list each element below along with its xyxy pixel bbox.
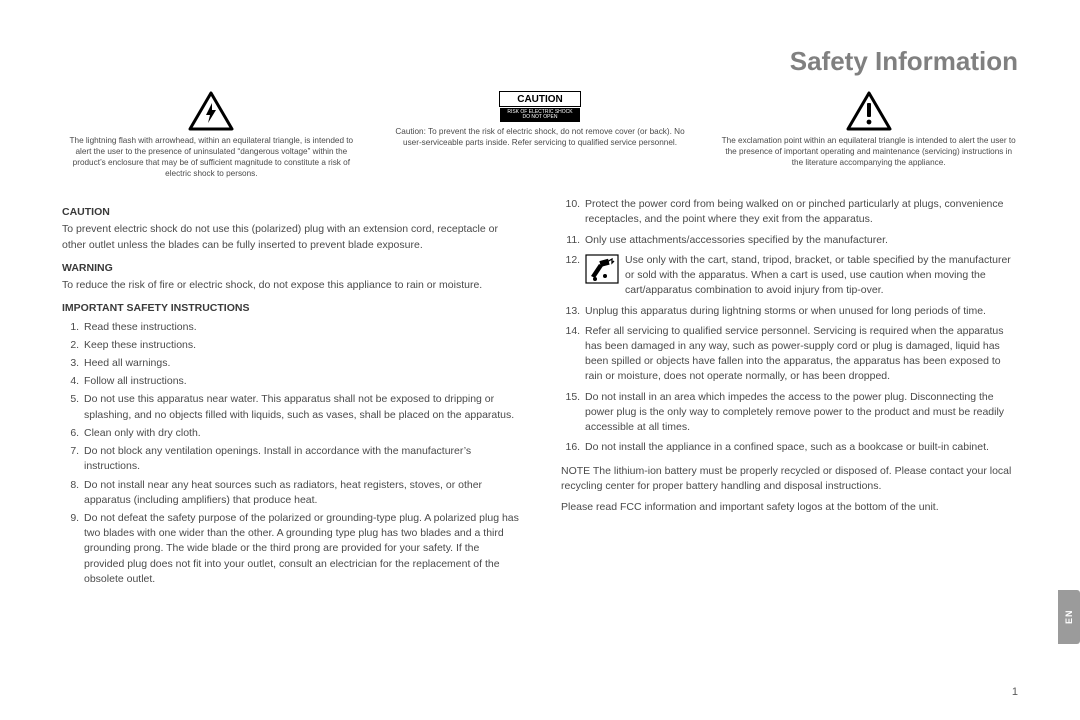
closing-line: Please read FCC information and importan… (561, 500, 1018, 515)
list-item: Do not defeat the safety purpose of the … (82, 511, 519, 587)
symbol-lightning-col: The lightning flash with arrowhead, with… (62, 91, 361, 179)
symbol-exclamation-caption: The exclamation point within an equilate… (719, 135, 1018, 168)
body-columns: CAUTION To prevent electric shock do not… (62, 197, 1018, 590)
warning-body: To reduce the risk of fire or electric s… (62, 278, 519, 293)
symbol-row: The lightning flash with arrowhead, with… (62, 91, 1018, 179)
symbol-caution-caption: Caution: To prevent the risk of electric… (391, 126, 690, 148)
caution-box-sub: RISK OF ELECTRIC SHOCK DO NOT OPEN (500, 108, 580, 122)
caution-sub-line2: DO NOT OPEN (523, 114, 558, 120)
page-number: 1 (1012, 686, 1018, 698)
document-page: Safety Information The lightning flash w… (0, 0, 1080, 720)
instructions-list-left: Read these instructions. Keep these inst… (62, 320, 519, 588)
list-item: Do not use this apparatus near water. Th… (82, 392, 519, 422)
list-item-cart: Use only with the cart, stand, tripod, b… (583, 253, 1018, 299)
caution-box-title: CAUTION (499, 91, 581, 107)
instructions-list-right: Protect the power cord from being walked… (561, 197, 1018, 455)
list-item: Clean only with dry cloth. (82, 426, 519, 441)
list-item: Read these instructions. (82, 320, 519, 335)
cart-tipover-icon (585, 254, 619, 284)
list-item: Refer all servicing to qualified service… (583, 324, 1018, 385)
list-item: Heed all warnings. (82, 356, 519, 371)
symbol-exclamation-col: The exclamation point within an equilate… (719, 91, 1018, 168)
instructions-heading: IMPORTANT SAFETY INSTRUCTIONS (62, 301, 519, 316)
exclamation-triangle-icon (846, 91, 892, 131)
list-item: Protect the power cord from being walked… (583, 197, 1018, 227)
symbol-caution-box-col: CAUTION RISK OF ELECTRIC SHOCK DO NOT OP… (391, 91, 690, 148)
list-item: Only use attachments/accessories specifi… (583, 233, 1018, 248)
list-item: Do not install the appliance in a confin… (583, 440, 1018, 455)
caution-heading: CAUTION (62, 205, 519, 220)
left-column: CAUTION To prevent electric shock do not… (62, 197, 519, 590)
list-item: Do not install near any heat sources suc… (82, 478, 519, 508)
list-item: Keep these instructions. (82, 338, 519, 353)
warning-heading: WARNING (62, 261, 519, 276)
caution-body: To prevent electric shock do not use thi… (62, 222, 519, 252)
lightning-triangle-icon (188, 91, 234, 131)
list-item: Do not block any ventilation openings. I… (82, 444, 519, 474)
list-item-text: Use only with the cart, stand, tripod, b… (625, 254, 1011, 296)
symbol-lightning-caption: The lightning flash with arrowhead, with… (62, 135, 361, 179)
list-item: Follow all instructions. (82, 374, 519, 389)
battery-note: NOTE The lithium-ion battery must be pro… (561, 464, 1018, 494)
list-item: Do not install in an area which impedes … (583, 390, 1018, 436)
page-title: Safety Information (62, 46, 1018, 77)
right-column: Protect the power cord from being walked… (561, 197, 1018, 590)
language-tab: EN (1058, 590, 1080, 644)
list-item: Unplug this apparatus during lightning s… (583, 304, 1018, 319)
